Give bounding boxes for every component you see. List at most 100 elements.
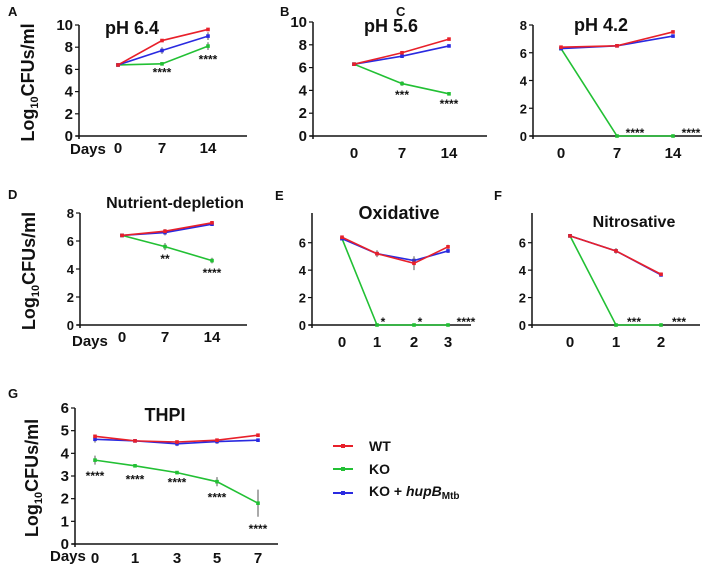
data-point-wt bbox=[659, 272, 663, 277]
data-point-wt bbox=[175, 440, 179, 444]
data-point-ko_comp bbox=[206, 34, 210, 38]
panel-letter: G bbox=[8, 386, 18, 401]
data-point-wt bbox=[559, 45, 563, 49]
y-tick-label: 4 bbox=[299, 82, 308, 99]
y-tick-label: 0 bbox=[519, 318, 526, 333]
data-point-ko bbox=[256, 501, 260, 505]
data-point-ko_comp bbox=[447, 44, 451, 48]
data-point-ko_comp bbox=[160, 48, 164, 53]
y-tick-label: 2 bbox=[520, 101, 527, 116]
significance-label: **** bbox=[199, 52, 218, 66]
data-point-wt bbox=[206, 27, 210, 32]
y-axis-label: Log10CFUs/ml bbox=[22, 419, 45, 537]
legend-label-ko-comp-text: KO + bbox=[369, 483, 406, 500]
x-tick-label: 7 bbox=[613, 145, 621, 162]
data-point-wt bbox=[210, 221, 214, 225]
y-axis-label: Log10CFUs/ml bbox=[18, 23, 41, 141]
data-point-ko bbox=[133, 464, 137, 468]
significance-label: **** bbox=[249, 522, 268, 536]
data-point-ko bbox=[412, 323, 416, 327]
significance-label: * bbox=[381, 315, 386, 329]
significance-label: **** bbox=[208, 490, 227, 504]
y-tick-label: 6 bbox=[520, 46, 527, 61]
panel-letter: B bbox=[280, 4, 289, 19]
x-tick-label: 0 bbox=[338, 334, 346, 351]
legend-item-ko-comp: KO + hupBMtb bbox=[326, 481, 460, 505]
panel-title: Nutrient-depletion bbox=[106, 195, 244, 212]
legend: WT KO KO + hupBMtb bbox=[326, 434, 460, 505]
data-point-ko bbox=[615, 134, 619, 138]
y-tick-label: 6 bbox=[61, 400, 69, 417]
x-tick-label: 7 bbox=[254, 550, 262, 567]
x-tick-label: 0 bbox=[118, 329, 126, 346]
series-line-wt bbox=[121, 222, 213, 237]
panel-title: pH 6.4 bbox=[105, 18, 159, 38]
data-point-ko_comp bbox=[175, 442, 179, 446]
series-line-wt bbox=[341, 236, 449, 265]
data-point-wt bbox=[375, 251, 379, 256]
data-point-wt bbox=[615, 44, 619, 48]
x-tick-label: 14 bbox=[200, 140, 217, 157]
significance-label: **** bbox=[86, 469, 105, 483]
x-tick-label: 0 bbox=[114, 140, 122, 157]
legend-label-ko-comp: KO + hupBMtb bbox=[369, 483, 460, 502]
data-point-wt bbox=[412, 261, 416, 266]
data-point-ko bbox=[400, 81, 404, 86]
y-tick-label: 8 bbox=[520, 18, 527, 33]
significance-label: **** bbox=[626, 126, 645, 140]
significance-label: **** bbox=[203, 266, 222, 280]
legend-swatch-ko-comp bbox=[333, 490, 353, 495]
data-point-wt bbox=[93, 434, 97, 439]
significance-label: **** bbox=[153, 66, 172, 80]
y-tick-label: 4 bbox=[519, 263, 527, 278]
x-tick-label: 0 bbox=[566, 334, 574, 351]
y-tick-label: 2 bbox=[67, 290, 74, 305]
significance-label: *** bbox=[395, 88, 409, 102]
legend-swatch-ko bbox=[333, 467, 353, 472]
data-point-wt bbox=[352, 62, 356, 66]
y-tick-label: 4 bbox=[520, 74, 528, 89]
data-point-ko bbox=[206, 44, 210, 48]
data-point-ko_comp bbox=[671, 34, 675, 38]
y-tick-label: 2 bbox=[299, 105, 307, 122]
legend-label-wt: WT bbox=[369, 437, 391, 454]
data-point-wt bbox=[215, 438, 219, 442]
y-tick-label: 1 bbox=[61, 513, 69, 530]
series-line-ko_comp bbox=[569, 235, 662, 276]
panel-title: pH 4.2 bbox=[574, 15, 628, 35]
significance-label: * bbox=[418, 315, 423, 329]
y-tick-label: 10 bbox=[290, 14, 307, 31]
panel-letter: A bbox=[8, 4, 18, 19]
x-tick-label: 7 bbox=[161, 329, 169, 346]
data-point-ko bbox=[614, 323, 618, 327]
legend-label-sub: Mtb bbox=[441, 491, 460, 503]
panel-letter: C bbox=[396, 4, 406, 19]
significance-label: **** bbox=[126, 472, 145, 486]
data-point-ko bbox=[215, 479, 219, 484]
y-tick-label: 0 bbox=[67, 318, 74, 333]
significance-label: **** bbox=[457, 315, 476, 329]
x-tick-label: 3 bbox=[173, 550, 181, 567]
x-tick-label: 7 bbox=[398, 145, 406, 162]
y-tick-label: 8 bbox=[67, 206, 74, 221]
data-point-ko bbox=[446, 323, 450, 327]
y-tick-label: 8 bbox=[65, 39, 73, 56]
x-tick-label: 0 bbox=[91, 550, 99, 567]
x-axis-label: Days bbox=[50, 548, 86, 565]
data-point-ko_comp bbox=[400, 54, 404, 58]
x-tick-label: 1 bbox=[373, 334, 381, 351]
y-tick-label: 2 bbox=[519, 291, 526, 306]
series-line-ko bbox=[341, 238, 448, 326]
panel-d: D Nutrient-depletion 0 2 4 6 8 0 7 14 Days Log10CFU… bbox=[8, 187, 247, 350]
y-tick-label: 4 bbox=[299, 263, 307, 278]
data-point-ko_comp bbox=[256, 438, 260, 442]
legend-item-wt: WT bbox=[326, 434, 460, 458]
significance-label: *** bbox=[627, 315, 641, 329]
x-tick-label: 14 bbox=[665, 145, 682, 162]
significance-label: ** bbox=[160, 252, 170, 266]
series-line-ko_comp bbox=[341, 237, 449, 262]
data-point-wt bbox=[160, 38, 164, 43]
y-tick-label: 3 bbox=[61, 468, 69, 485]
y-tick-label: 2 bbox=[65, 106, 73, 123]
